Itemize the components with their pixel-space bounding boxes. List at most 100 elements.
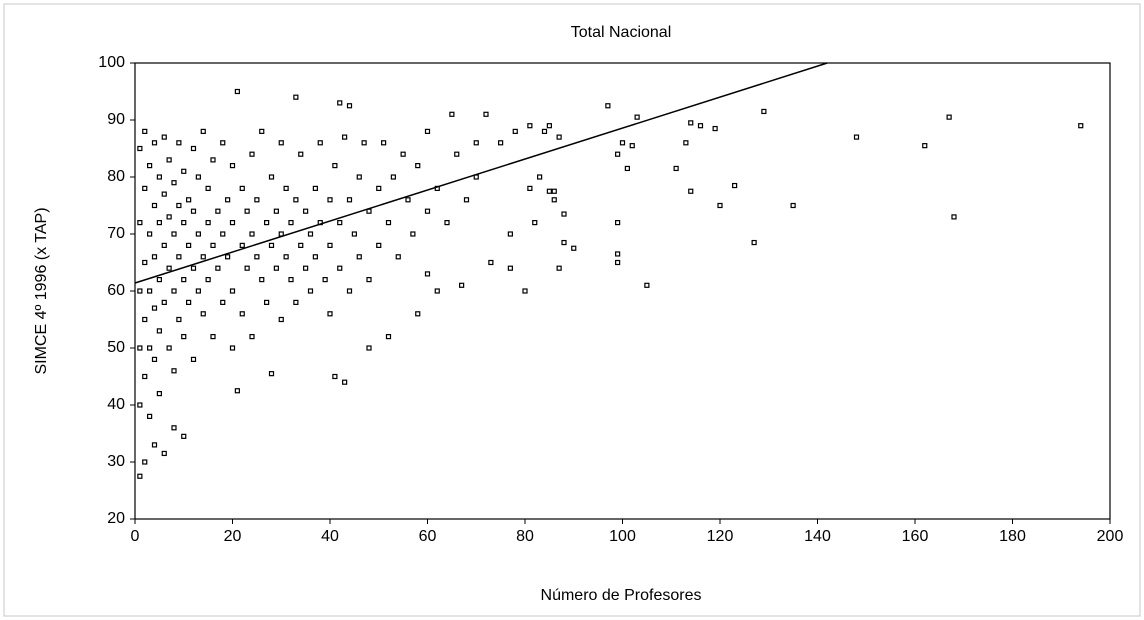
point	[176, 254, 182, 260]
point	[239, 185, 245, 191]
y-tick-label: 80	[107, 168, 125, 185]
point	[171, 231, 177, 237]
point	[449, 111, 455, 117]
point	[181, 277, 187, 283]
point	[161, 242, 167, 248]
point	[273, 265, 279, 271]
point	[415, 311, 421, 317]
point	[147, 231, 153, 237]
point	[312, 185, 318, 191]
point	[337, 100, 343, 106]
x-tick-label: 100	[609, 528, 636, 545]
point	[278, 140, 284, 146]
point	[186, 197, 192, 203]
point	[317, 140, 323, 146]
point	[181, 220, 187, 226]
point	[390, 174, 396, 180]
point	[151, 140, 158, 146]
point	[225, 197, 231, 203]
point	[473, 140, 479, 146]
point	[161, 450, 167, 457]
point	[176, 316, 182, 323]
point	[166, 157, 172, 163]
point	[342, 379, 348, 385]
point	[332, 163, 338, 169]
point	[156, 328, 162, 334]
point	[264, 220, 270, 226]
trend-line	[134, 62, 828, 284]
point	[346, 103, 353, 109]
point	[161, 299, 167, 305]
point	[376, 185, 382, 191]
x-tick-label: 180	[999, 528, 1026, 545]
point	[273, 208, 279, 214]
point	[147, 413, 153, 419]
point	[303, 265, 309, 271]
point	[210, 157, 216, 163]
point	[244, 208, 250, 214]
point	[215, 265, 221, 271]
point	[356, 174, 362, 180]
point	[225, 254, 231, 260]
point	[853, 134, 860, 140]
point	[688, 188, 694, 194]
point	[342, 134, 348, 140]
point	[522, 288, 528, 294]
point	[147, 163, 153, 169]
point	[424, 128, 431, 134]
point	[298, 242, 304, 248]
point	[434, 288, 440, 294]
point	[463, 197, 470, 203]
point	[327, 242, 333, 248]
point	[186, 299, 192, 305]
point	[366, 345, 372, 351]
point	[307, 288, 314, 294]
point	[278, 316, 284, 323]
point	[254, 254, 260, 260]
point	[283, 185, 289, 191]
point	[351, 231, 357, 237]
point	[151, 254, 158, 260]
point	[293, 299, 299, 305]
point	[137, 473, 143, 479]
point	[688, 120, 694, 126]
x-tick-label: 0	[131, 528, 140, 545]
point	[551, 188, 557, 194]
frame	[3, 3, 1141, 617]
point	[624, 165, 630, 172]
point	[142, 259, 148, 266]
point	[195, 288, 201, 294]
point	[137, 345, 143, 351]
point	[312, 254, 318, 260]
x-tick-label: 160	[902, 528, 929, 545]
point	[395, 254, 401, 260]
plot-area	[134, 62, 1111, 520]
point	[244, 265, 250, 271]
point	[205, 220, 211, 226]
x-tick-label: 20	[224, 528, 242, 545]
x-tick-label: 120	[707, 528, 734, 545]
point	[615, 220, 621, 226]
point	[298, 151, 304, 157]
point	[410, 231, 416, 237]
point	[151, 356, 158, 362]
point	[615, 259, 621, 266]
point	[337, 220, 343, 226]
point	[234, 388, 240, 394]
point	[181, 334, 187, 340]
x-tick-label: 140	[804, 528, 831, 545]
point	[405, 197, 411, 203]
point	[161, 134, 167, 140]
point	[1078, 123, 1084, 129]
point	[322, 277, 328, 283]
point	[361, 140, 367, 146]
point	[151, 305, 158, 311]
point	[200, 128, 206, 134]
y-tick-label: 70	[107, 225, 125, 242]
point	[400, 151, 406, 157]
point	[615, 151, 621, 157]
point	[366, 277, 372, 283]
point	[142, 373, 148, 380]
point	[171, 288, 177, 294]
